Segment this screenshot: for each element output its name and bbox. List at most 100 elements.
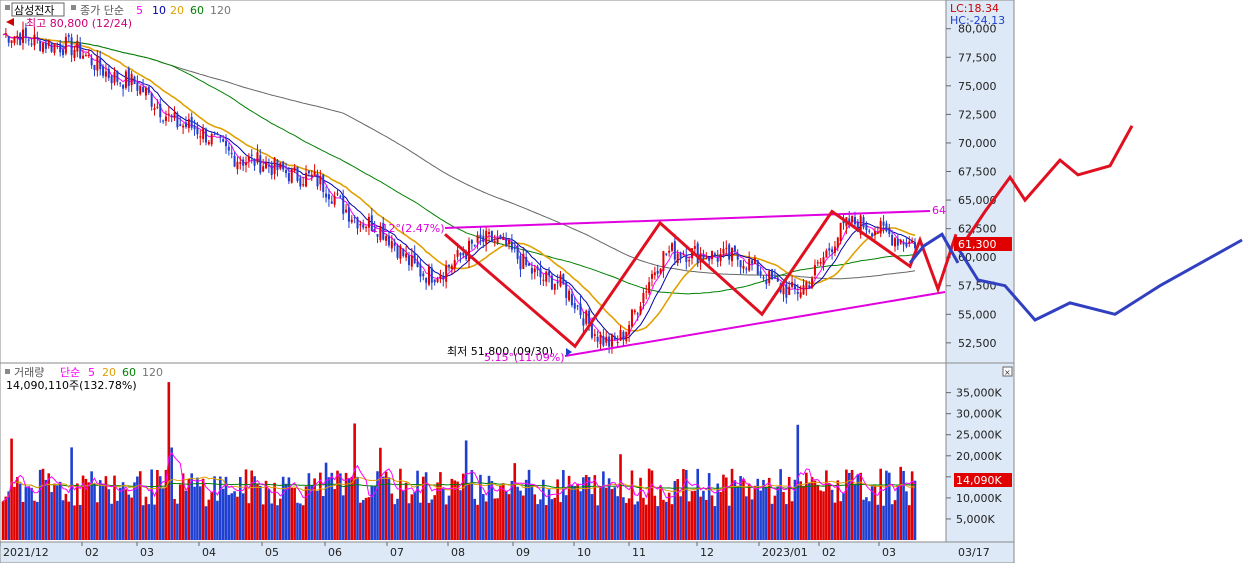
candle-body <box>319 176 322 185</box>
volume-bar <box>76 483 79 540</box>
candle-body <box>302 184 305 186</box>
candle-body <box>505 237 508 247</box>
candle-body <box>639 306 642 314</box>
volume-bar <box>204 506 208 540</box>
volume-bar <box>822 491 825 540</box>
volume-bar <box>859 472 862 540</box>
lc-indicator: LC:18.34 <box>950 2 999 15</box>
volume-bar <box>627 498 631 540</box>
volume-bar <box>562 470 565 540</box>
volume-bar <box>144 496 148 540</box>
candle-body <box>588 310 591 324</box>
volume-bar <box>676 479 680 540</box>
candle-body <box>233 155 236 167</box>
candle-body <box>64 36 67 54</box>
candle-body <box>204 128 207 143</box>
volume-bar <box>141 505 145 540</box>
candle-body <box>393 242 396 246</box>
high-price-label: 최고 80,800 (12/24) <box>26 17 132 30</box>
candle-body <box>782 287 785 295</box>
volume-bar <box>722 474 725 540</box>
date-tick-label: 02 <box>85 546 99 559</box>
candle-body <box>559 274 562 287</box>
wave-pattern-line <box>444 209 960 349</box>
volume-bar <box>196 477 199 540</box>
volume-bar <box>216 500 219 540</box>
menu-icon[interactable] <box>5 5 10 10</box>
candle-body <box>582 318 585 326</box>
candle-body <box>44 42 47 49</box>
candle-body <box>285 170 288 174</box>
candle-body <box>528 263 531 266</box>
volume-bar <box>307 473 311 540</box>
volume-bar <box>290 487 294 540</box>
volume-bar <box>787 476 791 540</box>
candle-body <box>250 154 253 156</box>
candle-body <box>79 42 82 59</box>
candle-body <box>227 146 230 151</box>
candle-body <box>450 265 453 270</box>
volume-bar <box>198 486 202 540</box>
volume-bar <box>67 501 71 540</box>
close-panel-button[interactable] <box>1002 366 1013 377</box>
volume-bar <box>70 447 73 540</box>
candle-body <box>93 64 96 70</box>
volume-bar <box>544 505 548 540</box>
volume-bar <box>424 472 428 540</box>
volume-bar <box>133 482 136 540</box>
volume-bar <box>719 491 722 540</box>
candle-body <box>679 253 682 258</box>
volume-bar <box>158 476 162 540</box>
candle-body <box>182 125 185 128</box>
candle-body <box>905 243 908 247</box>
volume-bar <box>38 469 42 540</box>
stock-name-box[interactable] <box>11 2 65 17</box>
candle-body <box>811 278 814 288</box>
volume-bars <box>1 382 917 540</box>
volume-bar <box>264 480 268 540</box>
candle-body <box>828 248 831 251</box>
candle-body <box>190 117 193 128</box>
candle-body <box>327 194 330 200</box>
candle-body <box>642 292 645 304</box>
volume-bar <box>582 477 585 540</box>
candle-body <box>445 265 448 282</box>
volume-bar <box>113 475 116 540</box>
candle-body <box>224 140 227 147</box>
candle-body <box>230 152 233 155</box>
volume-bar <box>827 483 831 540</box>
close-icon[interactable]: × <box>1004 368 1011 377</box>
volume-bar <box>873 486 877 540</box>
candle-body <box>808 285 811 288</box>
candle-body <box>568 290 571 301</box>
volume-bar <box>613 487 617 540</box>
candle-body <box>630 309 633 327</box>
volume-bar <box>679 496 682 540</box>
volume-bar <box>607 478 611 540</box>
volume-bar <box>439 472 442 540</box>
volume-tick-label: 30,000K <box>956 408 1002 421</box>
volume-bar <box>510 480 514 540</box>
volume-bar <box>707 473 711 540</box>
volume-bar <box>407 503 411 540</box>
candle-body <box>702 256 705 260</box>
volume-bar <box>441 488 445 540</box>
volume-bar <box>796 424 800 540</box>
volume-bar <box>330 472 334 540</box>
current-price: 61,300 <box>958 238 997 251</box>
candle-body <box>30 43 33 45</box>
volume-bar <box>453 480 457 540</box>
candle-body <box>788 286 791 295</box>
candle-body <box>453 259 456 269</box>
candle-body <box>24 27 27 37</box>
candle-body <box>210 134 213 145</box>
candle-body <box>602 336 605 346</box>
candle-body <box>516 245 519 260</box>
volume-bar <box>187 478 191 540</box>
candle-body <box>370 215 373 232</box>
red-wave-line <box>444 209 958 349</box>
candle-body <box>473 244 476 246</box>
volume-bar <box>339 473 342 540</box>
volume-bar <box>893 500 897 540</box>
volume-bar <box>779 469 782 540</box>
